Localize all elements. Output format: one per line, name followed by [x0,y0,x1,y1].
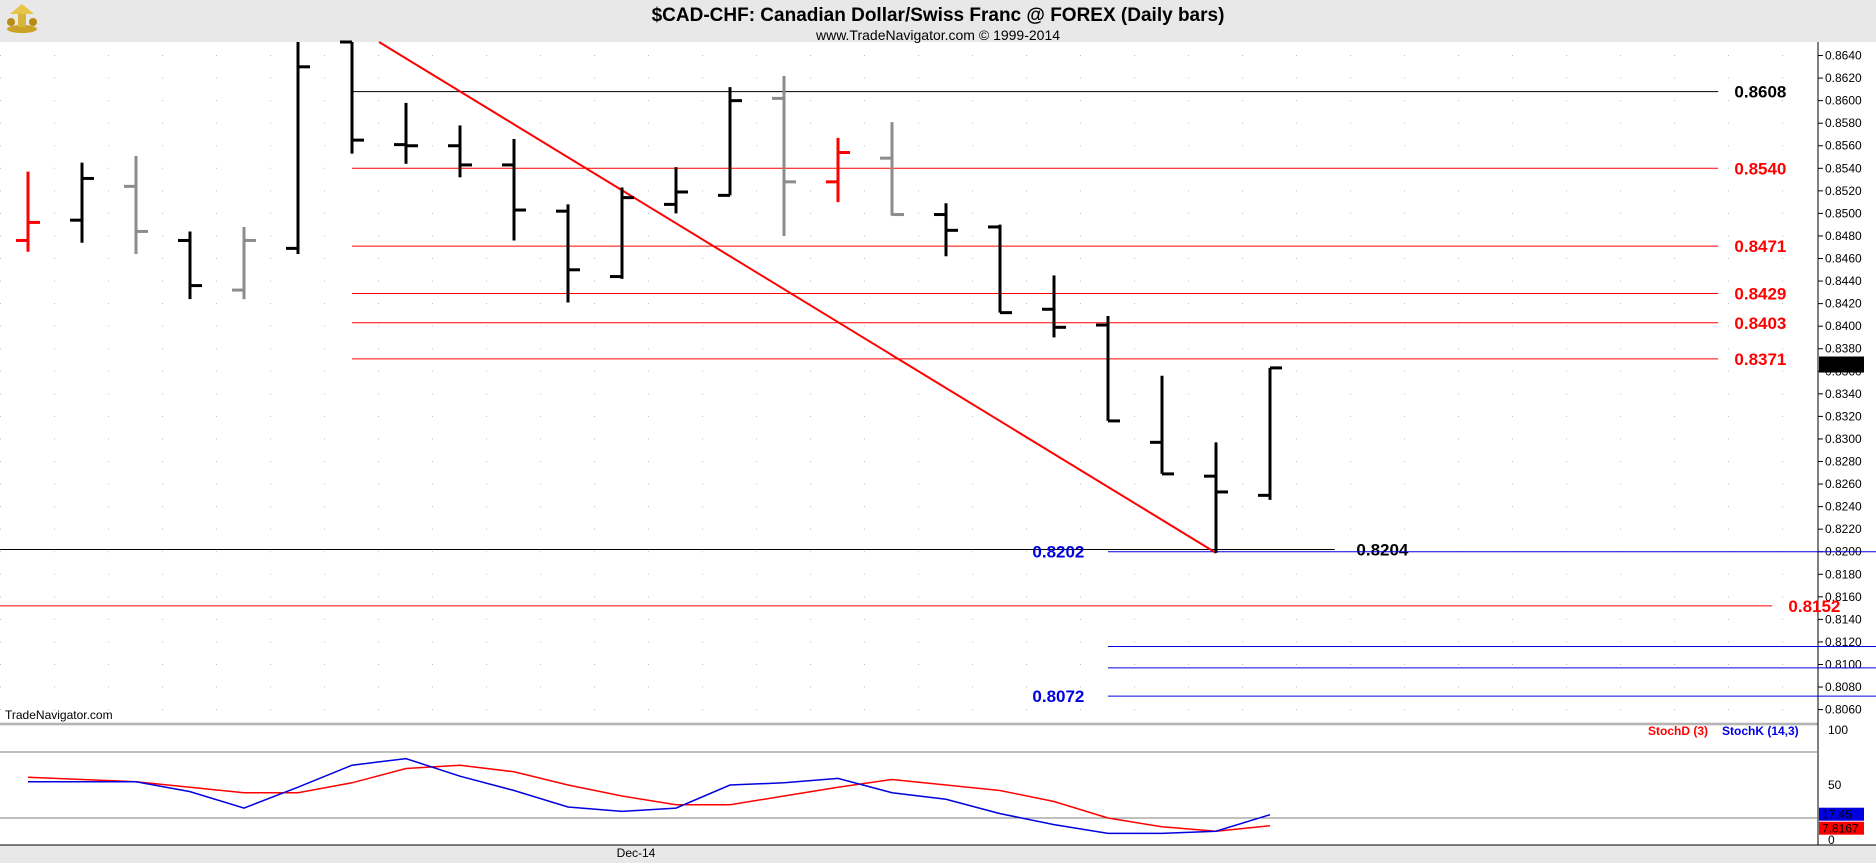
ohlc-bar [448,125,472,178]
price-tick-label: 0.8440 [1825,274,1862,288]
stochastic-panel: 100 50 0 17.457.8167 [0,723,1864,847]
price-tick-label: 0.8560 [1825,139,1862,153]
level-label: 0.8204 [1356,540,1409,559]
x-axis-label: Dec-14 [617,846,656,860]
price-tick-label: 0.8100 [1825,657,1862,671]
price-tick-label: 0.8140 [1825,612,1862,626]
ohlc-bar [16,171,40,252]
ohlc-bar [124,155,148,255]
ohlc-bar [556,204,580,303]
stoch-panel [0,726,1818,845]
chart-subtitle: www.TradeNavigator.com © 1999-2014 [815,27,1060,43]
price-tick-label: 0.8380 [1825,342,1862,356]
stoch-k-last-box [1819,807,1864,821]
stoch-tick-label: 100 [1828,723,1848,737]
price-tick-label: 0.8420 [1825,297,1862,311]
trendline-line [378,41,1217,554]
ohlc-bar [772,75,796,236]
price-tick-label: 0.8480 [1825,229,1862,243]
price-tick-label: 0.8120 [1825,635,1862,649]
ohlc-bar [880,122,904,217]
price-tick-label: 0.8640 [1825,49,1862,63]
price-tick-label: 0.8280 [1825,455,1862,469]
legend-stochd: StochD (3) [1648,724,1708,738]
ohlc-bar [232,226,256,300]
price-tick-label: 0.8320 [1825,409,1862,423]
horizontal-levels: 0.8608 0.8540 0.8471 0.8429 0.8403 0.8371 0.82… [0,83,1876,706]
stoch-line [27,764,1271,832]
ohlc-bar [934,203,958,257]
ohlc-bar [340,40,364,154]
price-tick-label: 0.8520 [1825,184,1862,198]
price-tick-label: 0.8460 [1825,252,1862,266]
ohlc-bar [610,187,634,279]
ohlc-bar [826,137,850,203]
level-label: 0.8608 [1734,83,1786,102]
price-tick-label: 0.8180 [1825,567,1862,581]
price-tick-label: 0.8340 [1825,387,1862,401]
ohlc-bar [1096,316,1120,423]
fib-level-label: 0.8202 [1032,543,1084,562]
level-label: 0.8540 [1734,159,1786,178]
stoch-tick-label: 0 [1828,833,1835,847]
ohlc-bar [178,231,202,300]
ohlc-bar [394,102,418,164]
ohlc-bar [664,167,688,214]
ohlc-bar [1258,366,1282,500]
price-bars [16,40,1282,553]
last-price-box [1819,356,1864,373]
chart-title: $CAD-CHF: Canadian Dollar/Swiss Franc @ … [652,5,1225,26]
ohlc-bar [1204,442,1228,553]
stoch-d-last-box [1819,821,1864,835]
ohlc-bar [988,224,1012,315]
trade-navigator-logo [7,4,37,33]
price-tick-label: 0.8300 [1825,432,1862,446]
price-panel [0,42,1818,722]
price-tick-label: 0.8500 [1825,206,1862,220]
level-label: 0.8471 [1734,237,1786,256]
price-tick-label: 0.8600 [1825,94,1862,108]
stoch-line [28,757,1271,835]
price-tick-label: 0.8060 [1825,703,1862,717]
ohlc-bar [718,87,742,197]
stoch-k-last-label: 17.45 [1822,808,1852,822]
price-tick-label: 0.8580 [1825,116,1862,130]
level-label: 0.8429 [1734,284,1786,303]
time-axis-labels: Dec-14 [617,846,656,860]
price-axis-panel [1818,42,1876,845]
price-tick-label: 0.8080 [1825,680,1862,694]
price-tick-label: 0.8220 [1825,522,1862,536]
price-tick-label: 0.8400 [1825,319,1862,333]
stoch-d-last-label: 7.8167 [1822,822,1859,836]
stoch-tick-label: 50 [1828,778,1842,792]
price-tick-label: 0.8620 [1825,71,1862,85]
ohlc-bar [70,162,94,243]
price-tick-label: 0.8540 [1825,161,1862,175]
level-label: 0.8403 [1734,314,1786,333]
price-tick-label: 0.8160 [1825,590,1862,604]
last-price-label: 0.8366 [1822,358,1859,372]
legend-stochk: StochK (14,3) [1722,724,1799,738]
trendline [378,41,1217,554]
ohlc-bar [286,42,310,255]
level-label: 0.8152 [1788,597,1840,616]
ohlc-bar [502,138,526,241]
level-label: 0.8371 [1734,350,1786,369]
watermark: TradeNavigator.com [5,708,113,722]
price-tick-label: 0.8260 [1825,477,1862,491]
fib-level-label: 0.8072 [1032,687,1084,706]
price-tick-label: 0.8240 [1825,500,1862,514]
ohlc-bar [1150,375,1174,476]
price-axis-ticks: 0.8640 0.8620 0.8600 0.8580 0.8560 0.8540 0.85… [1818,49,1864,717]
ohlc-bar [1042,275,1066,338]
